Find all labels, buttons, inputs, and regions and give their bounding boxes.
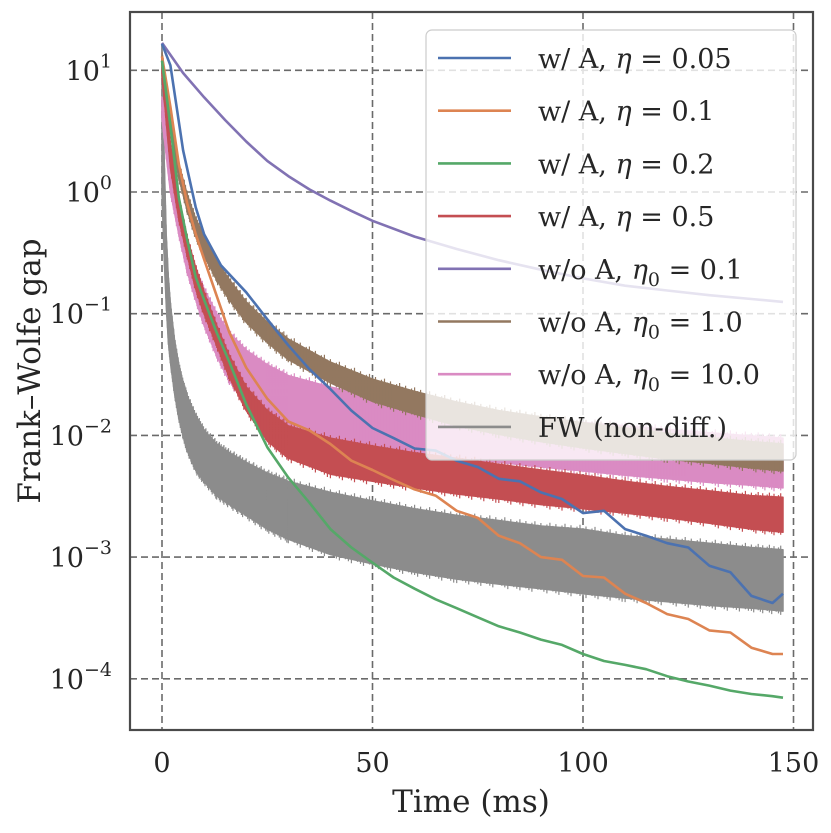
legend: w/ A, η = 0.05 w/ A, η = 0.1 w/ A, η = 0.2… (425, 29, 797, 461)
legend-label: w/o A, η0 = 1.0 (538, 308, 743, 344)
legend-label: w/o A, η0 = 10.0 (538, 360, 760, 396)
legend-item: w/ A, η = 0.2 (438, 149, 714, 180)
y-tick-label: 101 (66, 50, 112, 87)
legend-item: w/o A, η0 = 1.0 (438, 308, 743, 344)
legend-label: w/ A, η = 0.05 (538, 44, 732, 75)
x-tick-label: 0 (153, 748, 170, 779)
series-line-w-a-0-2 (160, 60, 784, 699)
legend-label: w/ A, η = 0.2 (538, 149, 714, 180)
x-tick-label: 100 (557, 748, 609, 779)
legend-item: w/o A, η0 = 10.0 (438, 360, 760, 396)
legend-item: FW (non-diff.) (438, 413, 727, 444)
y-tick-label: 10−1 (50, 294, 112, 331)
series-line-w-a-0-1 (160, 56, 783, 656)
y-tick-label: 10−4 (50, 659, 112, 696)
plot-frame (128, 10, 815, 732)
x-tick-labels: 0 50 100 150 (153, 748, 819, 779)
legend-frame (425, 29, 797, 461)
y-axis-label: Frank–Wolfe gap (12, 238, 48, 503)
y-tick-labels: 101 100 10−1 10−2 10−3 10−4 (50, 50, 112, 696)
legend-label: FW (non-diff.) (538, 413, 727, 444)
y-tick-label: 10−2 (50, 415, 112, 452)
x-tick-label: 150 (768, 748, 820, 779)
legend-label: w/ A, η = 0.1 (538, 97, 714, 128)
legend-item: w/ A, η = 0.05 (438, 44, 732, 75)
y-tick-label: 10−3 (50, 537, 112, 574)
legend-label: w/o A, η0 = 0.1 (538, 255, 743, 291)
axes (128, 10, 815, 732)
legend-item: w/o A, η0 = 0.1 (438, 255, 743, 291)
legend-item: w/ A, η = 0.5 (438, 202, 714, 233)
y-tick-label: 100 (66, 172, 112, 209)
series-line-w-a-0-05 (160, 43, 784, 605)
x-axis-label: Time (ms) (392, 784, 550, 820)
x-tick-label: 50 (355, 748, 389, 779)
legend-label: w/ A, η = 0.5 (538, 202, 714, 233)
legend-item: w/ A, η = 0.1 (438, 97, 714, 128)
